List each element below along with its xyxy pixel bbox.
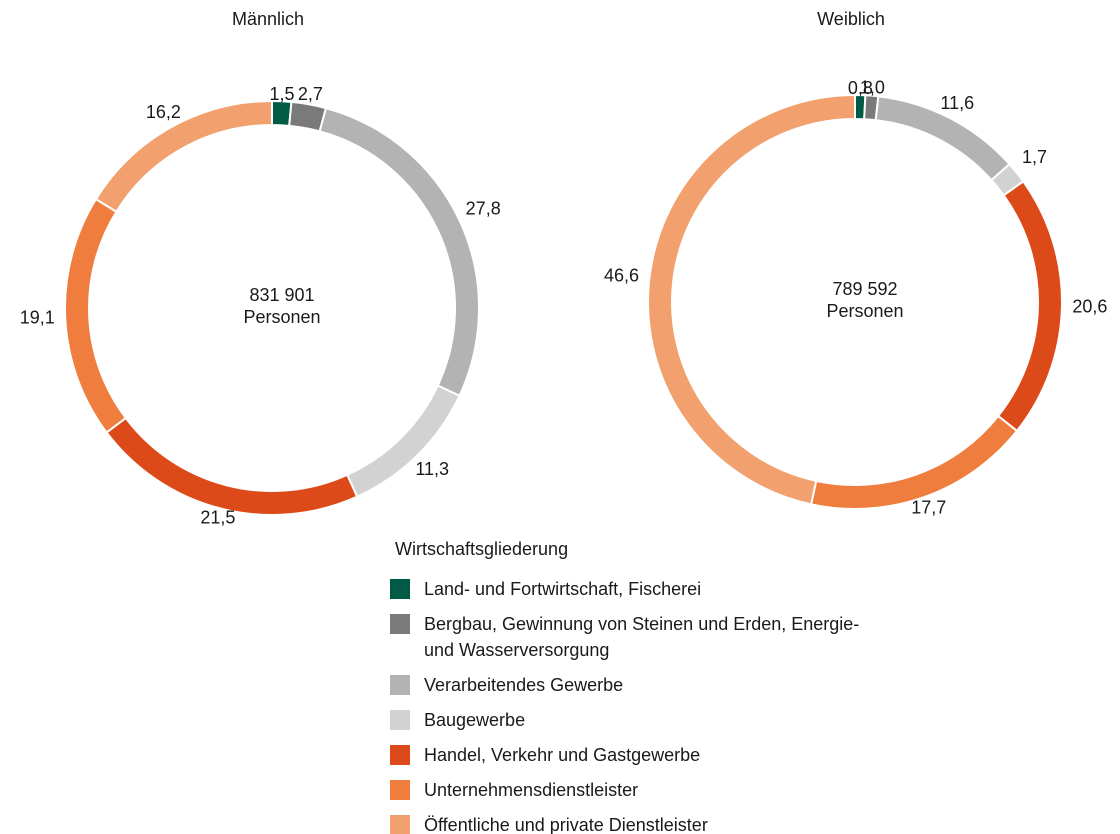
donut-segment <box>318 106 480 398</box>
donut-segment <box>996 179 1063 433</box>
data-label: 1,0 <box>860 78 885 98</box>
chart-title: Weiblich <box>817 9 885 29</box>
donut-segment <box>271 99 293 127</box>
legend: Wirtschaftsgliederung Land- und Fortwirt… <box>390 536 910 834</box>
legend-swatch <box>390 675 410 695</box>
data-label: 2,7 <box>298 84 323 104</box>
legend-item: Öffentliche und private Dienstleister <box>390 812 910 834</box>
data-label: 1,7 <box>1022 147 1047 167</box>
legend-item: Land- und Fortwirtschaft, Fischerei <box>390 576 910 602</box>
data-label: 16,2 <box>146 102 181 122</box>
donut-segment <box>64 197 128 434</box>
legend-label: Öffentliche und private Dienstleister <box>424 815 708 834</box>
data-label: 46,6 <box>604 266 639 286</box>
legend-label: Bergbau, Gewinnung von Steinen und Erden… <box>424 614 860 660</box>
legend-label: Unternehmensdienstleister <box>424 780 639 800</box>
data-label: 1,5 <box>270 84 295 104</box>
legend-item: Unternehmensdienstleister <box>390 777 910 803</box>
legend-title: Wirtschaftsgliederung <box>395 539 569 559</box>
donut-segment <box>105 416 359 516</box>
center-label: Personen <box>243 307 320 327</box>
donut-segment <box>809 414 1019 510</box>
donut-segment <box>345 384 461 499</box>
data-label: 20,6 <box>1072 297 1107 317</box>
donut-segment <box>647 93 856 506</box>
legend-item: Verarbeitendes Gewerbe <box>390 672 910 698</box>
center-label: 831 901 <box>249 285 314 305</box>
legend-swatch <box>390 579 410 599</box>
legend-label: Verarbeitendes Gewerbe <box>424 675 624 695</box>
legend-swatch <box>390 614 410 634</box>
legend-swatch <box>390 745 410 765</box>
data-label: 19,1 <box>20 307 55 327</box>
data-label: 11,6 <box>940 93 974 113</box>
center-label: 789 592 <box>832 279 897 299</box>
data-label: 0,8 <box>848 78 873 98</box>
data-label: 27,8 <box>466 199 501 219</box>
legend-swatch <box>390 780 410 800</box>
legend-item: Handel, Verkehr und Gastgewerbe <box>390 742 910 768</box>
donut-segment <box>94 99 273 214</box>
center-label: Personen <box>826 301 903 321</box>
legend-swatch <box>390 815 410 834</box>
legend-item: Bergbau, Gewinnung von Steinen und Erden… <box>390 611 910 663</box>
data-label: 21,5 <box>200 508 235 528</box>
data-label: 17,7 <box>911 498 946 518</box>
data-label: 11,3 <box>415 459 449 479</box>
legend-label: Handel, Verkehr und Gastgewerbe <box>424 745 701 765</box>
legend-item: Baugewerbe <box>390 707 910 733</box>
legend-swatch <box>390 710 410 730</box>
legend-label: Land- und Fortwirtschaft, Fischerei <box>424 579 702 599</box>
chart-title: Männlich <box>232 9 304 29</box>
legend-label: Baugewerbe <box>424 710 526 730</box>
